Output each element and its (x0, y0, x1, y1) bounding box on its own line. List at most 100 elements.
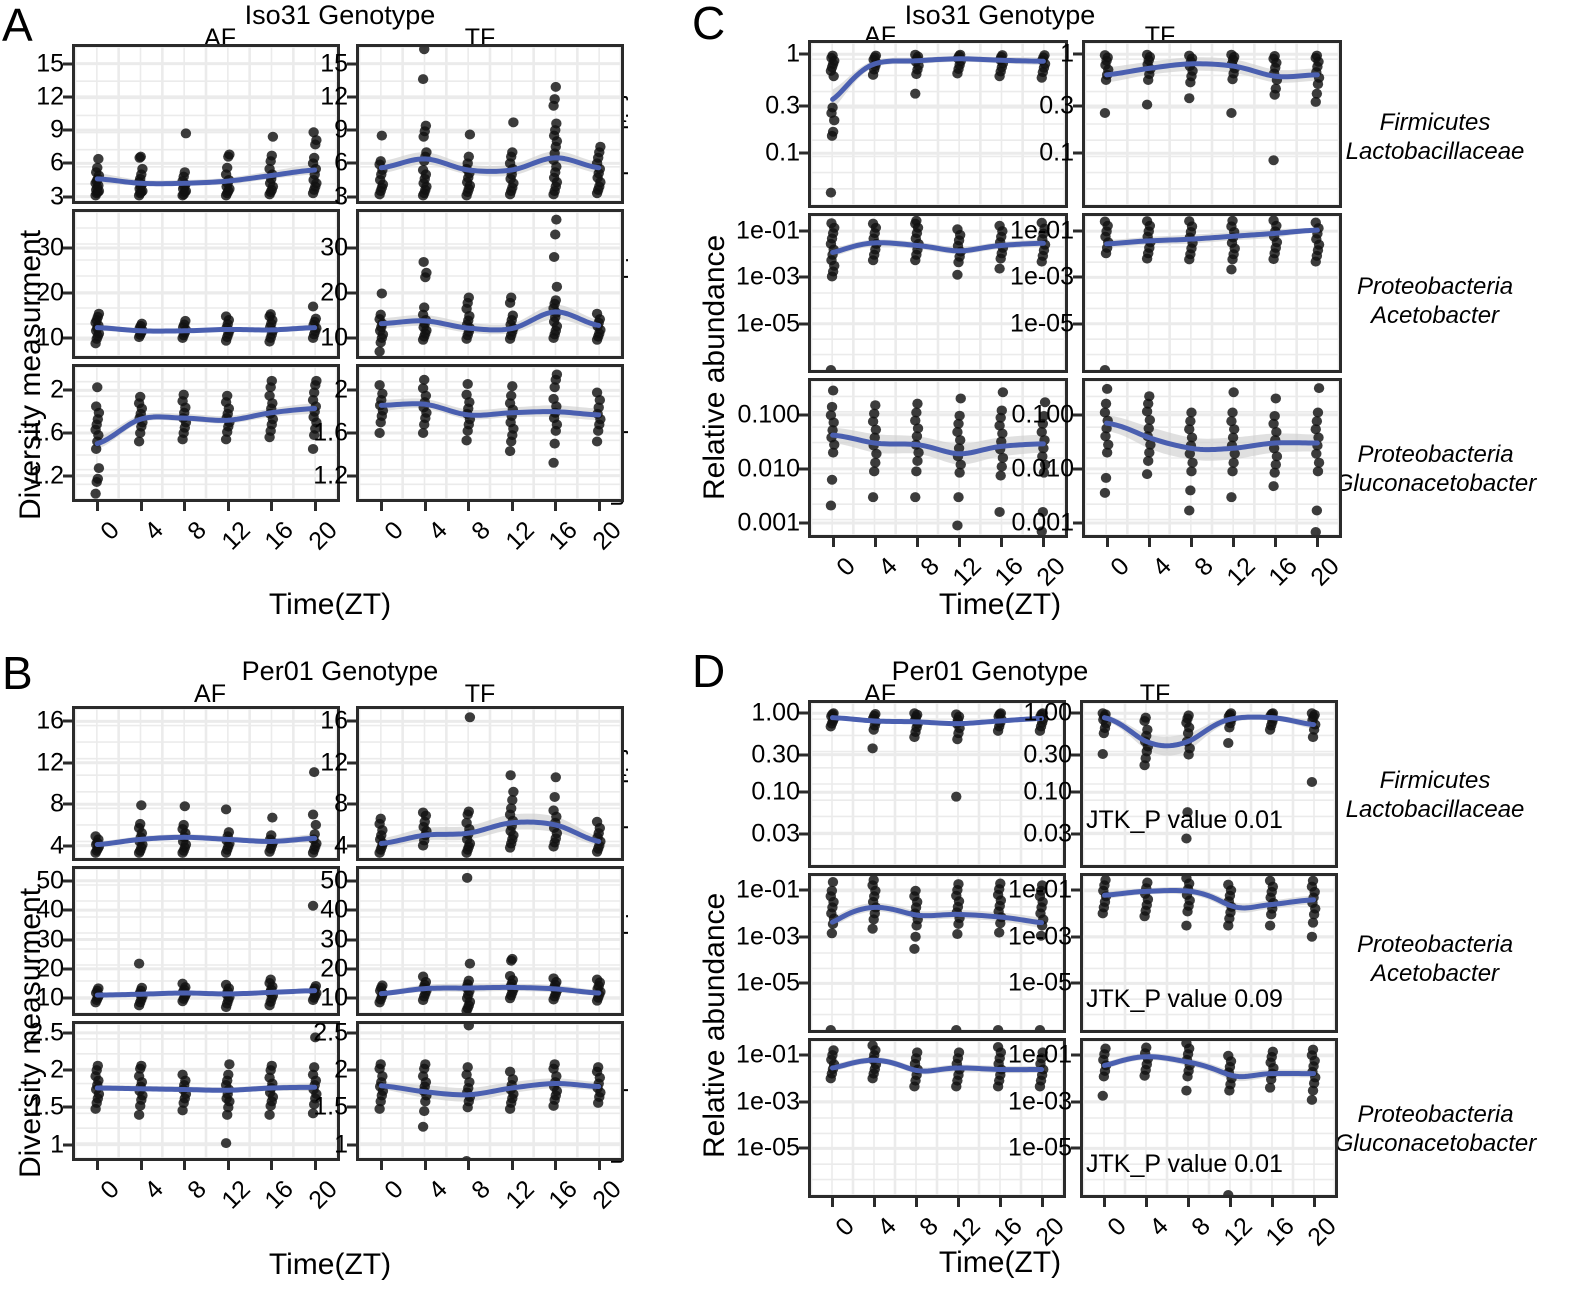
y-tick-label: 0.010 (737, 454, 800, 483)
data-points (1099, 383, 1325, 535)
grid-lines (359, 47, 621, 201)
figure-panel-B: B Per01 Genotype AF TF Diversity measurm… (0, 648, 690, 1296)
y-tick-label: 0.001 (1011, 508, 1074, 537)
y-tick-mark (799, 711, 808, 715)
y-tick-label: 6 (50, 148, 64, 177)
x-tick-mark (956, 1198, 960, 1207)
y-tick-label: 1.2 (313, 461, 348, 490)
y-tick-label: 1e-03 (1008, 1087, 1072, 1116)
x-tick-mark (270, 502, 274, 511)
y-tick-label: 1.5 (29, 1092, 64, 1121)
panel-C-taxon-2: Proteobacteria Acetobacter (1310, 272, 1560, 331)
y-tick-label: 1e-05 (736, 309, 800, 338)
panel-C-title: Iso31 Genotype (904, 0, 1096, 30)
trend-line (378, 309, 602, 333)
y-tick-mark (1073, 151, 1082, 155)
y-tick-label: 0.03 (751, 819, 800, 848)
plot-panel-b-1-0 (72, 866, 340, 1016)
y-tick-mark (799, 1053, 808, 1057)
x-tick-mark (554, 502, 558, 511)
x-tick-label: 20 (303, 516, 343, 556)
y-tick-mark (1073, 521, 1082, 525)
y-tick-label: 0.10 (1023, 777, 1072, 806)
panel-C-taxon-1-line1: Firmicutes (1379, 109, 1491, 136)
y-tick-label: 1.6 (29, 418, 64, 447)
plot-canvas (75, 1024, 337, 1158)
y-tick-mark (1073, 467, 1082, 471)
x-tick-mark (998, 1198, 1002, 1207)
y-tick-label: 30 (320, 233, 348, 262)
data-points (90, 375, 322, 499)
grid-lines (811, 703, 1063, 865)
x-tick-mark (313, 1161, 317, 1170)
y-tick-label: 30 (36, 925, 64, 954)
x-tick-mark (139, 502, 143, 511)
y-tick-mark (347, 336, 356, 340)
plot-canvas (359, 1024, 621, 1158)
y-tick-mark (63, 195, 72, 199)
y-tick-label: 1e-01 (736, 1040, 800, 1069)
trend-line (1104, 61, 1320, 80)
x-tick-mark (597, 1161, 601, 1170)
y-tick-label: 2 (50, 375, 64, 404)
grid-lines (75, 47, 337, 201)
y-tick-mark (799, 753, 808, 757)
trend-line (1104, 227, 1320, 247)
y-tick-label: 2 (334, 375, 348, 404)
y-tick-label: 1e-01 (1008, 875, 1072, 904)
y-tick-label: 2 (334, 1055, 348, 1084)
x-tick-mark (1189, 538, 1193, 547)
y-tick-label: 1.00 (751, 698, 800, 727)
y-tick-mark (799, 790, 808, 794)
plot-canvas (1085, 43, 1339, 205)
plot-panel-a-0-1 (356, 44, 624, 204)
x-tick-mark (915, 538, 919, 547)
y-tick-label: 1e-05 (1010, 309, 1074, 338)
y-tick-label: 1e-01 (1008, 1040, 1072, 1069)
trend-line (378, 1081, 602, 1098)
trend-line (94, 834, 318, 848)
plot-canvas (359, 869, 621, 1013)
plot-panel-c-2-1 (1082, 378, 1342, 538)
y-tick-label: 1.6 (313, 418, 348, 447)
panel-letter-C: C (692, 0, 726, 49)
data-points (374, 872, 606, 1013)
y-tick-label: 12 (320, 748, 348, 777)
y-tick-mark (1073, 413, 1082, 417)
plot-panel-b-2-1 (356, 1021, 624, 1161)
plot-canvas (75, 709, 337, 858)
y-tick-mark (347, 938, 356, 942)
y-tick-label: 0.001 (737, 508, 800, 537)
y-tick-mark (347, 128, 356, 132)
y-tick-label: 10 (36, 983, 64, 1012)
x-tick-mark (226, 502, 230, 511)
x-tick-mark (380, 502, 384, 511)
panel-C-taxon-3-line2: Gluconacetobacter (1334, 470, 1537, 498)
trend-line (829, 1057, 1045, 1074)
y-tick-mark (799, 935, 808, 939)
jtk-p-value-annotation: JTK_P value 0.01 (1086, 806, 1283, 834)
y-tick-mark (63, 336, 72, 340)
plot-panel-d-1-1 (1080, 873, 1338, 1033)
y-tick-label: 0.010 (1011, 454, 1074, 483)
trend-line (1104, 420, 1320, 453)
y-tick-label: 2.5 (313, 1018, 348, 1047)
y-tick-label: 12 (36, 82, 64, 111)
panel-D-x-axis-title: Time(ZT) (938, 1246, 1062, 1279)
x-tick-mark (831, 1198, 835, 1207)
y-tick-mark (63, 719, 72, 723)
y-tick-label: 4 (50, 831, 64, 860)
y-tick-mark (63, 1031, 72, 1035)
y-tick-mark (63, 1068, 72, 1072)
plot-panel-d-1-0 (808, 873, 1066, 1033)
y-tick-label: 8 (50, 789, 64, 818)
trend-line (829, 904, 1045, 926)
panel-B-col-TF: TF (464, 680, 496, 708)
y-tick-mark (63, 161, 72, 165)
y-tick-mark (63, 938, 72, 942)
y-tick-mark (799, 151, 808, 155)
y-tick-mark (799, 52, 808, 56)
y-tick-label: 0.30 (1023, 740, 1072, 769)
y-tick-label: 0.10 (751, 777, 800, 806)
y-tick-label: 3 (50, 182, 64, 211)
